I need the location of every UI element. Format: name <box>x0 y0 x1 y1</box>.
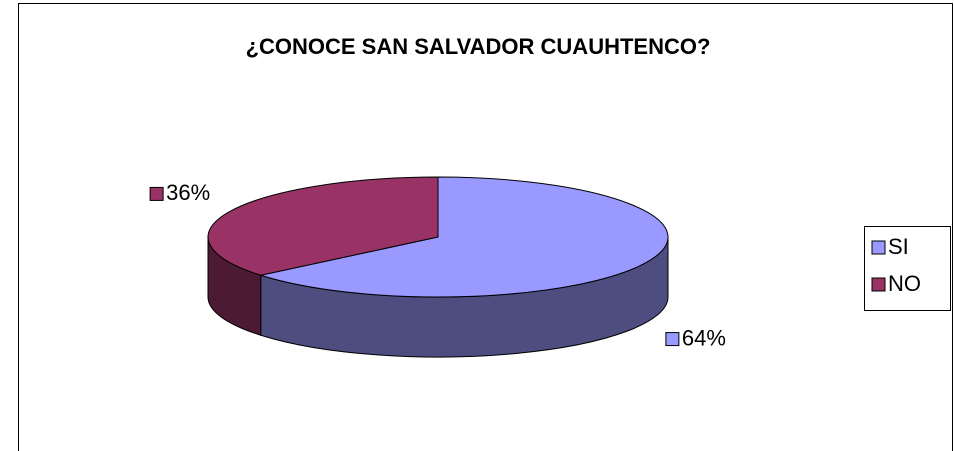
legend-swatch <box>871 277 886 292</box>
pie-slice <box>258 176 669 298</box>
legend-label: SI <box>888 234 909 259</box>
legend-label: NO <box>888 271 921 296</box>
data-label: 36% <box>166 180 210 205</box>
pie-slice <box>207 176 439 276</box>
data-label: 64% <box>682 325 726 350</box>
legend-swatch <box>871 240 886 255</box>
chart-title: ¿CONOCE SAN SALVADOR CUAUHTENCO? <box>246 34 711 59</box>
data-label-key <box>149 186 164 201</box>
data-label-key <box>665 332 680 347</box>
